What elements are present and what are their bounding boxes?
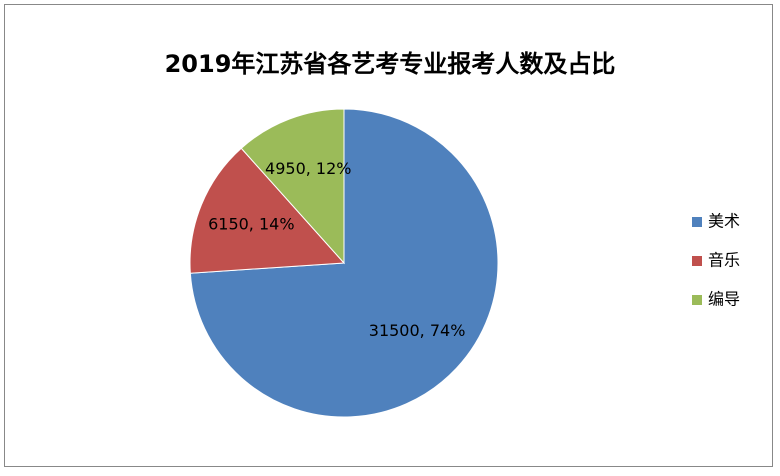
legend-label: 美术 xyxy=(708,212,740,231)
data-label: 31500, 74% xyxy=(369,321,466,340)
legend-swatch xyxy=(692,295,702,305)
legend-label: 音乐 xyxy=(708,251,740,270)
pie-slice xyxy=(240,108,345,265)
data-label: 4950, 12% xyxy=(265,159,351,178)
legend-swatch xyxy=(692,256,702,266)
chart-title: 2019年江苏省各艺考专业报考人数及占比 xyxy=(165,50,616,78)
legend-swatch xyxy=(692,217,702,227)
pie-slice xyxy=(189,147,346,274)
legend-label: 编导 xyxy=(708,290,740,309)
data-label: 6150, 14% xyxy=(208,215,294,234)
